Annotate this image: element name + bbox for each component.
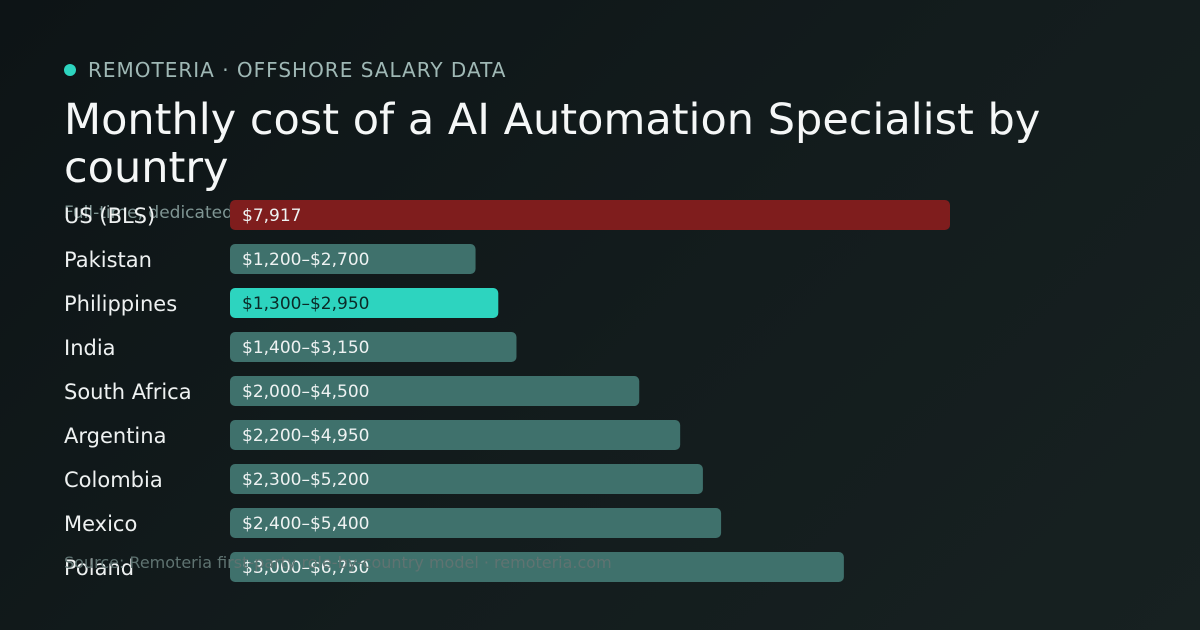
bar-pakistan xyxy=(230,244,476,274)
value-label: $1,300–$2,950 xyxy=(242,294,369,314)
category-label: Poland xyxy=(64,556,134,580)
brand-row: REMOTERIA · OFFSHORE SALARY DATA xyxy=(64,58,506,82)
value-label: $2,400–$5,400 xyxy=(242,514,369,534)
category-label: South Africa xyxy=(64,380,192,404)
category-label: Mexico xyxy=(64,512,137,536)
bar-us-bls xyxy=(230,200,950,230)
category-label: Colombia xyxy=(64,468,163,492)
bar-mexico xyxy=(230,508,722,538)
value-label: $7,917 xyxy=(242,206,301,226)
chart-subtitle: Full-time, dedicated xyxy=(64,203,233,223)
bar-south-africa xyxy=(230,376,640,406)
value-label: $1,200–$2,700 xyxy=(242,250,369,270)
category-label: Argentina xyxy=(64,424,166,448)
category-label: US (BLS) xyxy=(64,204,155,228)
value-label: $2,300–$5,200 xyxy=(242,470,369,490)
value-label: $3,000–$6,750 xyxy=(242,558,369,578)
category-label: Pakistan xyxy=(64,248,152,272)
source-footer: Source: Remoteria first-party role-by-co… xyxy=(64,553,612,572)
brand-label: REMOTERIA · OFFSHORE SALARY DATA xyxy=(88,58,507,82)
value-label: $2,200–$4,950 xyxy=(242,426,369,446)
bar-philippines xyxy=(230,288,499,318)
category-label: Philippines xyxy=(64,292,177,316)
bar-argentina xyxy=(230,420,681,450)
brand-dot-icon xyxy=(64,64,76,76)
bar-india xyxy=(230,332,517,362)
category-label: India xyxy=(64,336,116,360)
chart-title: Monthly cost of a AI Automation Speciali… xyxy=(64,95,1041,193)
value-label: $1,400–$3,150 xyxy=(242,338,369,358)
value-label: $2,000–$4,500 xyxy=(242,382,369,402)
bar-poland xyxy=(230,552,844,582)
bar-colombia xyxy=(230,464,703,494)
